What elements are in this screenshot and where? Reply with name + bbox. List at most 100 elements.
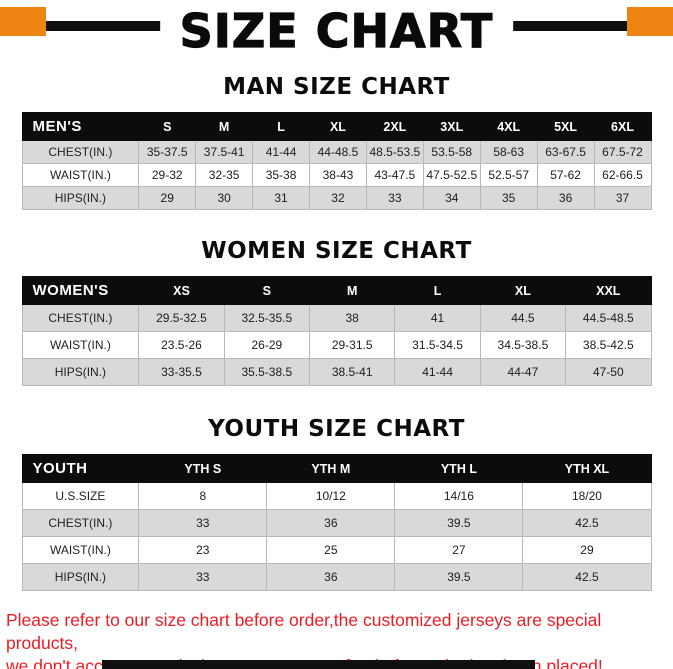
cell-value: 41-44 (252, 140, 310, 164)
row-label: HIPS(IN.) (21, 563, 140, 591)
cell-value: 38-43 (309, 163, 367, 187)
cell-value: 29 (138, 186, 197, 210)
cell-value: 31.5-34.5 (394, 331, 481, 359)
row-label: WAIST(IN.) (21, 331, 140, 359)
cell-value: 33 (138, 509, 268, 537)
cell-value: 23.5-26 (138, 331, 225, 359)
cell-value: 52.5-57 (479, 163, 538, 187)
man-size-table: MEN'S S M L XL 2XL 3XL 4XL 5XL 6XL CHEST(IN.) 35-37… (21, 112, 652, 210)
women-size-chart-title: WOMEN SIZE CHART (201, 238, 472, 264)
cell-value: 34.5-38.5 (479, 331, 567, 359)
cell-value: 42.5 (522, 563, 652, 591)
column-header: XL (479, 276, 567, 305)
row-label: WAIST(IN.) (21, 163, 140, 187)
cell-value: 38.5-42.5 (565, 331, 652, 359)
column-header: XS (138, 276, 225, 305)
cell-value: 41 (394, 304, 481, 332)
table-row: WAIST(IN.) 29-32 32-35 35-38 38-43 43-47.5 47.… (21, 163, 652, 187)
cell-value: 44.5-48.5 (565, 304, 652, 332)
cell-value: 29.5-32.5 (138, 304, 225, 332)
cell-value: 35-37.5 (138, 140, 197, 164)
table-row: HIPS(IN.) 33-35.5 35.5-38.5 38.5-41 41-44 44-… (21, 358, 652, 386)
cell-value: 36 (266, 563, 396, 591)
cell-value: 43-47.5 (365, 163, 424, 187)
column-header: S (223, 276, 311, 305)
cell-value: 47-50 (565, 358, 652, 386)
cell-value: 27 (394, 536, 524, 564)
row-label: U.S.SIZE (21, 482, 140, 510)
table-row: HIPS(IN.) 29 30 31 32 33 34 35 36 37 (21, 186, 652, 210)
column-header: 4XL (479, 112, 538, 141)
cell-value: 33 (365, 186, 424, 210)
column-header: M (308, 276, 396, 305)
man-size-chart-title: MAN SIZE CHART (223, 74, 450, 100)
cell-value: 23 (138, 536, 268, 564)
cell-value: 18/20 (522, 482, 652, 510)
table-row: WAIST(IN.) 23.5-26 26-29 29-31.5 31.5-34.5 34… (21, 331, 652, 359)
cell-value: 36 (536, 186, 595, 210)
youth-size-table: YOUTH YTH S YTH M YTH L YTH XL U.S.SIZE 8 10/12… (21, 454, 652, 591)
cell-value: 38 (308, 304, 396, 332)
cell-value: 47.5-52.5 (422, 163, 481, 187)
column-header: 5XL (536, 112, 595, 141)
header-row: YOUTH YTH S YTH M YTH L YTH XL (21, 454, 652, 483)
cell-value: 53.5-58 (422, 140, 481, 164)
column-header: 6XL (593, 112, 652, 141)
cell-value: 29 (522, 536, 652, 564)
cell-value: 32-35 (195, 163, 254, 187)
cell-value: 44-47 (479, 358, 567, 386)
cell-value: 37.5-41 (195, 140, 254, 164)
cell-value: 33-35.5 (138, 358, 225, 386)
row-label: HIPS(IN.) (21, 186, 140, 210)
row-label: CHEST(IN.) (21, 140, 140, 164)
cell-value: 30 (195, 186, 254, 210)
page-title: SIZE CHART (159, 0, 514, 62)
cell-value: 35-38 (252, 163, 310, 187)
table-row: CHEST(IN.) 33 36 39.5 42.5 (21, 509, 652, 537)
column-header: L (394, 276, 481, 305)
youth-size-chart-title: YOUTH SIZE CHART (208, 416, 465, 442)
column-header: 3XL (422, 112, 481, 141)
table-title-cell: YOUTH (21, 454, 140, 483)
cell-value: 39.5 (394, 563, 524, 591)
women-size-table: WOMEN'S XS S M L XL XXL CHEST(IN.) 29.5-32.5 32.5… (21, 276, 652, 386)
column-header: YTH L (394, 454, 524, 483)
cell-value: 44-48.5 (309, 140, 367, 164)
column-header: YTH M (266, 454, 396, 483)
cell-value: 29-31.5 (308, 331, 396, 359)
cell-value: 14/16 (394, 482, 524, 510)
table-row: CHEST(IN.) 35-37.5 37.5-41 41-44 44-48.5 48.5… (21, 140, 652, 164)
row-label: WAIST(IN.) (21, 536, 140, 564)
cell-value: 34 (422, 186, 481, 210)
cell-value: 42.5 (522, 509, 652, 537)
cell-value: 8 (138, 482, 268, 510)
table-row: HIPS(IN.) 33 36 39.5 42.5 (21, 563, 652, 591)
row-label: HIPS(IN.) (21, 358, 140, 386)
cell-value: 57-62 (536, 163, 595, 187)
cell-value: 32 (309, 186, 367, 210)
orange-corner-right (627, 7, 673, 36)
orange-corner-left (0, 7, 46, 36)
table-row: CHEST(IN.) 29.5-32.5 32.5-35.5 38 41 44.5 44.5… (21, 304, 652, 332)
row-label: CHEST(IN.) (21, 509, 140, 537)
column-header: YTH XL (522, 454, 652, 483)
table-row: U.S.SIZE 8 10/12 14/16 18/20 (21, 482, 652, 510)
column-header: XL (309, 112, 367, 141)
cell-value: 29-32 (138, 163, 197, 187)
column-header: M (195, 112, 254, 141)
cell-value: 67.5-72 (593, 140, 652, 164)
cell-value: 41-44 (394, 358, 481, 386)
cell-value: 36 (266, 509, 396, 537)
cell-value: 25 (266, 536, 396, 564)
column-header: S (138, 112, 197, 141)
row-label: CHEST(IN.) (21, 304, 140, 332)
column-header: YTH S (138, 454, 268, 483)
header-row: MEN'S S M L XL 2XL 3XL 4XL 5XL 6XL (21, 112, 652, 141)
table-row: WAIST(IN.) 23 25 27 29 (21, 536, 652, 564)
cell-value: 38.5-41 (308, 358, 396, 386)
cell-value: 35 (479, 186, 538, 210)
cell-value: 39.5 (394, 509, 524, 537)
cell-value: 10/12 (266, 482, 396, 510)
